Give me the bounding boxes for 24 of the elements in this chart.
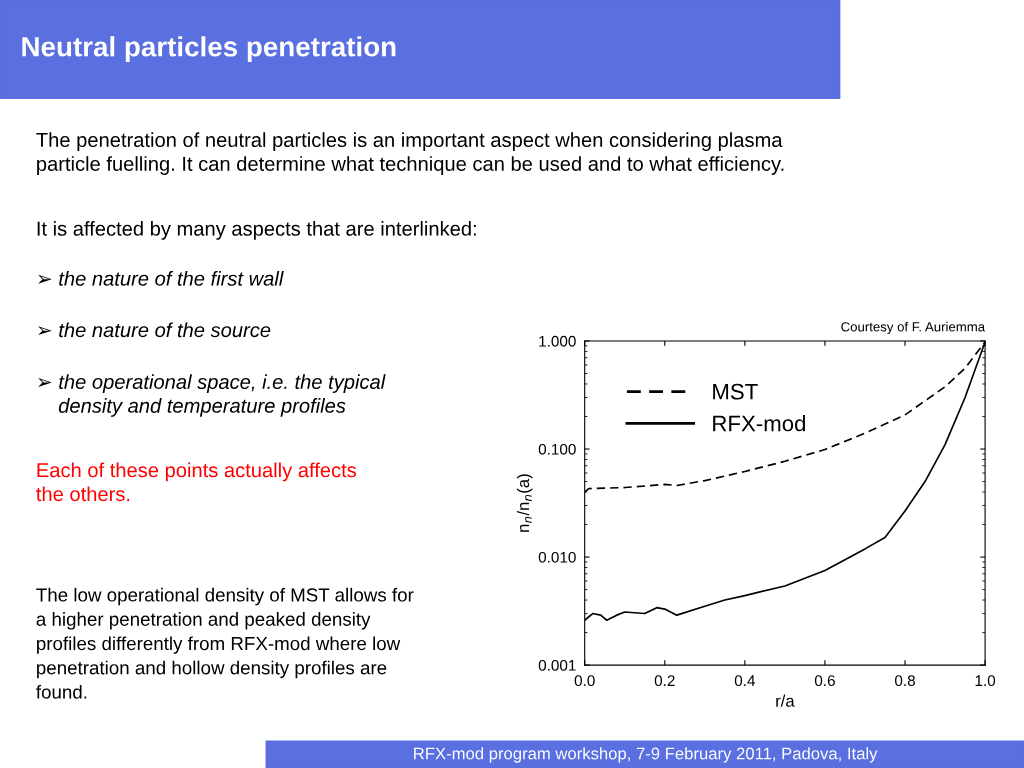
x-tick-label: 1.0	[975, 675, 996, 687]
text: ➢ the nature of the first wall	[38, 270, 284, 286]
legend-label: RFX-mod	[713, 415, 806, 432]
text: It is affected by many aspects that are interlinked:	[37, 221, 476, 240]
x-tick-label: 0.6	[814, 675, 835, 687]
x-tick-label: 0.8	[894, 675, 915, 687]
y-tick-label: 0.010	[538, 551, 576, 563]
text: The low operational density of MST allows for a higher penetration and peaked density profiles differently from RFX-mod where low penetration and hollow density profiles are found.	[36, 587, 414, 699]
x-tick-label: 0.4	[734, 675, 756, 687]
y-tick-label: 0.100	[538, 443, 576, 455]
text: Each of these points actually affects the others.	[36, 462, 357, 502]
x-axis-title: r/a	[776, 694, 795, 707]
text: RFX-mod program workshop, 7-9 February 2011, Padova, Italy	[414, 747, 878, 763]
y-axis-title: n$_{n}$/n$_{n}$(a)	[516, 474, 533, 532]
text: Neutral particles penetration	[22, 36, 396, 63]
text: ➢ the nature of the source	[38, 322, 271, 338]
text: ➢ the operational space, i.e. the typical density and temperature profiles	[38, 374, 386, 417]
x-tick-label: 0.0	[574, 675, 595, 687]
legend-label: MST	[713, 383, 758, 400]
text: The penetration of neutral particles is an important aspect when considering plasma particle fuelling. It can determine what technique can be used and to what efficiency.	[36, 132, 784, 175]
y-tick-label: 0.001	[538, 659, 576, 671]
x-tick-label: 0.2	[654, 675, 675, 687]
y-tick-label: 1.000	[539, 335, 576, 347]
text: Courtesy of F. Auriemma	[841, 321, 986, 335]
